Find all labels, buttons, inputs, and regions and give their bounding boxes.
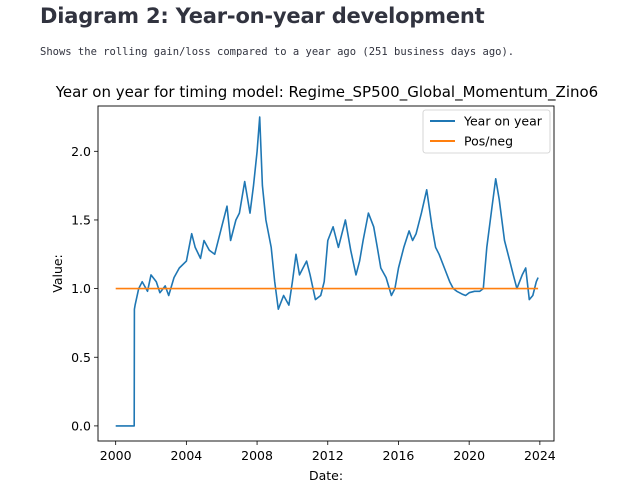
y-tick-label: 0.5 [71,350,91,365]
series-line-year-on-year [115,116,539,427]
x-tick-label: 2004 [170,448,202,463]
chart-legend: Year on year Pos/neg [422,109,551,154]
y-tick-label: 2.0 [71,144,91,159]
x-tick-label: 2008 [241,448,273,463]
y-axis-label: Value: [50,254,65,293]
x-tick-label: 2016 [383,448,415,463]
x-tick-label: 2024 [524,448,556,463]
y-tick-label: 1.0 [71,281,91,296]
axis-ticks: 2000 2004 2008 2012 2016 2020 2024 0.0 0.5 1.0 1.5… [71,144,556,463]
legend-label-year-on-year: Year on year [463,114,543,129]
y-tick-label: 1.5 [71,212,91,227]
x-tick-label: 2012 [312,448,344,463]
page-heading: Diagram 2: Year-on-year development [40,4,485,28]
plot-frame [97,105,555,442]
page-caption: Shows the rolling gain/loss compared to … [40,46,515,58]
legend-label-pos-neg: Pos/neg [464,134,513,149]
y-tick-label: 0.0 [71,418,91,433]
x-tick-label: 2000 [100,448,132,463]
x-tick-label: 2020 [453,448,485,463]
x-axis-label: Date: [309,468,343,483]
plot-lines [115,116,539,427]
chart-title: Year on year for timing model: Regime_SP… [55,83,598,102]
